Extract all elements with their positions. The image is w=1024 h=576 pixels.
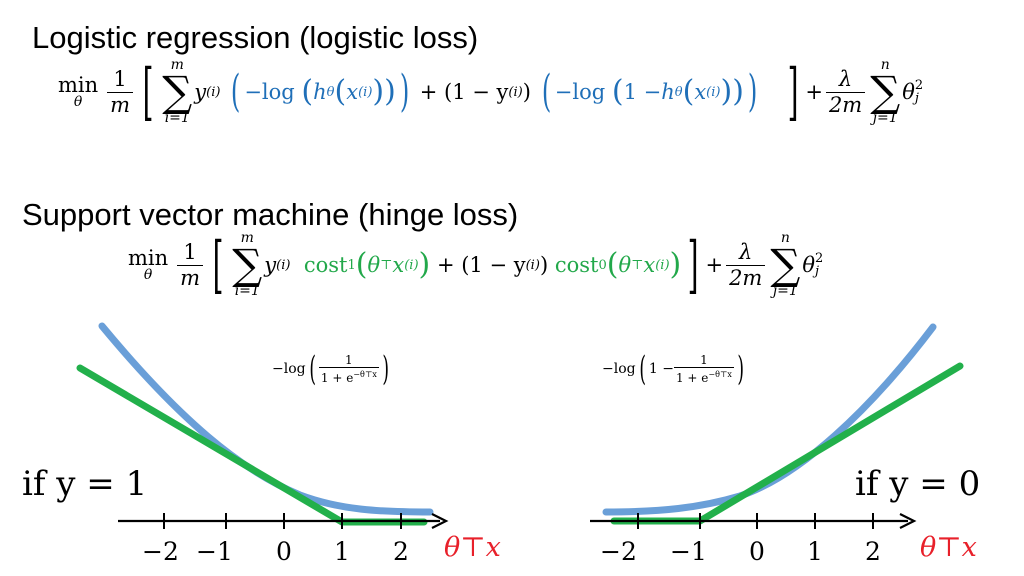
lambda-over-2m: λ 2m — [825, 67, 866, 117]
reg-sum-operator: n ∑ j=1 — [870, 57, 901, 126]
neg-log-h-term: (−log (h θ(x (i)))) — [231, 66, 410, 117]
right-axis-arrow-icon — [899, 513, 917, 529]
cost0-term: cost 0(θ ⊤ x (i)) — [554, 247, 682, 282]
left-tick-label: 0 — [276, 537, 292, 566]
case-y-equals-1: if y = 1 — [22, 464, 148, 504]
right-tick-label: 2 — [865, 537, 881, 566]
sum-operator: m ∑ i=1 — [232, 230, 263, 299]
cost1-term: cost 1(θ ⊤ x (i)) — [303, 247, 431, 282]
left-curve-formula: −log ( 1 1 + e−θ⊤x ) — [272, 349, 389, 389]
close-bracket: ] — [687, 228, 699, 301]
reg-sum-operator: n ∑ j=1 — [770, 230, 801, 299]
right-tick-label: −1 — [670, 537, 707, 566]
lambda-over-2m: λ 2m — [726, 240, 766, 290]
logistic-regression-heading: Logistic regression (logistic loss) — [32, 20, 479, 55]
one-over-m: 1 m — [107, 67, 134, 117]
left-tick-label: −2 — [142, 537, 179, 566]
min-operator: min θ — [128, 246, 169, 283]
left-tick-label: 1 — [334, 537, 350, 566]
open-bracket: [ — [212, 228, 224, 301]
hinge-loss-equation: min θ 1 m [ m ∑ i=1 y (i) cost 1(θ ⊤ x (i)) +… — [128, 228, 824, 301]
neg-log-one-minus-h-term: (−log (1 − h θ(x (i)))) — [541, 66, 758, 117]
open-bracket: [ — [142, 55, 154, 128]
right-curve-formula: −log ( 1 − 1 1 + e−θ⊤x ) — [602, 349, 744, 389]
left-axis-arrow-icon — [431, 513, 449, 529]
case-y-equals-0: if y = 0 — [855, 464, 981, 504]
right-tick-label: 0 — [749, 537, 765, 566]
svm-heading: Support vector machine (hinge loss) — [22, 197, 519, 232]
left-plot: −2 −1 0 1 2 θ⊤x — [76, 322, 501, 566]
right-axis-variable: θ⊤x — [920, 532, 977, 563]
left-axis-variable: θ⊤x — [444, 532, 501, 563]
right-plot: −2 −1 0 1 2 θ⊤x — [590, 323, 977, 566]
left-tick-label: 2 — [393, 537, 409, 566]
left-tick-label: −1 — [196, 537, 233, 566]
min-operator: min θ — [58, 73, 99, 110]
right-tick-label: 1 — [807, 537, 823, 566]
logistic-loss-equation: min θ 1 m [ m ∑ i=1 y (i) (−log (h θ(x (i))… — [58, 55, 924, 128]
close-bracket: ] — [787, 55, 799, 128]
right-tick-label: −2 — [600, 537, 637, 566]
one-over-m: 1 m — [177, 240, 204, 290]
sum-operator: m ∑ i=1 — [162, 57, 193, 126]
